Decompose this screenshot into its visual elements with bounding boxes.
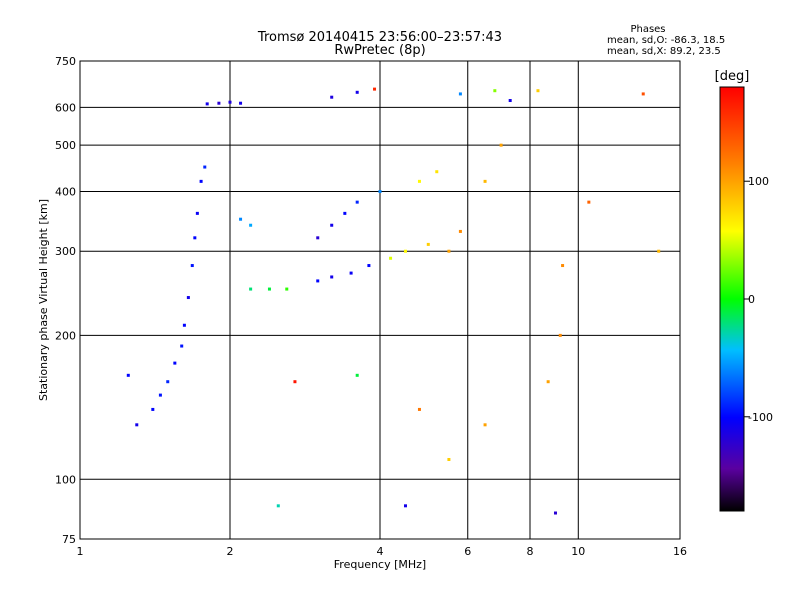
data-point (355, 373, 359, 377)
data-point (561, 264, 565, 268)
data-point (316, 279, 320, 283)
info-line-x: mean, sd,X: 89.2, 23.5 (607, 46, 721, 57)
data-point (205, 102, 209, 106)
colorbar-label: [deg] (715, 69, 750, 84)
data-point (447, 249, 451, 253)
data-point (349, 271, 353, 275)
data-point (483, 179, 487, 183)
x-tick-label: 16 (673, 545, 687, 558)
data-point (330, 95, 334, 99)
data-point (493, 89, 497, 93)
x-tick-label: 2 (227, 545, 234, 558)
data-point (417, 407, 421, 411)
data-point (367, 264, 371, 268)
data-point (657, 249, 661, 253)
data-point (239, 217, 243, 221)
data-point (199, 179, 203, 183)
data-point (458, 229, 462, 233)
y-axis-label: Stationary phase Virtual Height [km] (37, 199, 50, 401)
data-point (276, 504, 280, 508)
data-point (417, 179, 421, 183)
data-point (180, 344, 184, 348)
y-tick-label: 75 (62, 533, 76, 546)
data-point (447, 457, 451, 461)
data-point (195, 211, 199, 215)
chart-title: Tromsø 20140415 23:56:00–23:57:43 (257, 30, 502, 45)
x-tick-label: 6 (464, 545, 471, 558)
data-point (126, 373, 130, 377)
grid (80, 61, 680, 539)
y-tick-label: 750 (55, 55, 76, 68)
data-point (330, 223, 334, 227)
x-axis-ticks: 1 2 4 6 8 10 16 (77, 545, 688, 558)
data-point (293, 380, 297, 384)
colorbar-tick-label: 0 (748, 293, 755, 306)
data-point (285, 287, 289, 291)
data-point (558, 333, 562, 337)
x-axis-label: Frequency [MHz] (334, 558, 426, 571)
data-point (151, 407, 155, 411)
data-point (355, 200, 359, 204)
y-tick-label: 400 (55, 185, 76, 198)
data-point (239, 101, 243, 105)
info-line-o: mean, sd,O: -86.3, 18.5 (607, 35, 725, 46)
data-point (403, 504, 407, 508)
data-point (426, 242, 430, 246)
data-point (249, 287, 253, 291)
data-point (203, 165, 207, 169)
plot-frame (79, 60, 681, 540)
data-points (126, 87, 661, 515)
x-tick-label: 1 (77, 545, 84, 558)
y-axis-ticks: 75 100 200 300 400 500 600 750 (55, 55, 76, 546)
colorbar (719, 86, 745, 512)
data-point (173, 361, 177, 365)
data-point (536, 89, 540, 93)
chart-subtitle: RwPretec (8p) (334, 43, 425, 58)
colorbar-tick-label: -100 (748, 411, 773, 424)
data-point (403, 249, 407, 253)
data-point (458, 92, 462, 96)
data-point (186, 296, 190, 300)
data-point (389, 256, 393, 260)
data-point (217, 101, 221, 105)
data-point (641, 92, 645, 96)
data-point (330, 275, 334, 279)
y-tick-label: 500 (55, 139, 76, 152)
data-point (483, 423, 487, 427)
data-point (193, 236, 197, 240)
data-point (546, 380, 550, 384)
data-point (355, 90, 359, 94)
data-point (343, 211, 347, 215)
colorbar-ticks: 100 0 -100 (744, 175, 773, 424)
data-point (249, 223, 253, 227)
x-tick-label: 10 (571, 545, 585, 558)
data-point (267, 287, 271, 291)
data-point (158, 393, 162, 397)
data-point (508, 99, 512, 103)
data-point (190, 264, 194, 268)
data-point (378, 189, 382, 193)
data-point (228, 100, 232, 104)
colorbar-tick-label: 100 (748, 175, 769, 188)
data-point (316, 236, 320, 240)
x-tick-label: 8 (527, 545, 534, 558)
data-point (587, 200, 591, 204)
data-point (166, 380, 170, 384)
data-point (373, 87, 377, 91)
y-tick-label: 300 (55, 245, 76, 258)
data-point (135, 423, 139, 427)
x-tick-label: 4 (377, 545, 384, 558)
info-heading: Phases (630, 24, 665, 35)
data-point (435, 170, 439, 174)
y-tick-label: 600 (55, 101, 76, 114)
data-point (553, 511, 557, 515)
y-tick-label: 200 (55, 329, 76, 342)
data-point (499, 143, 503, 147)
data-point (182, 323, 186, 327)
y-tick-label: 100 (55, 473, 76, 486)
